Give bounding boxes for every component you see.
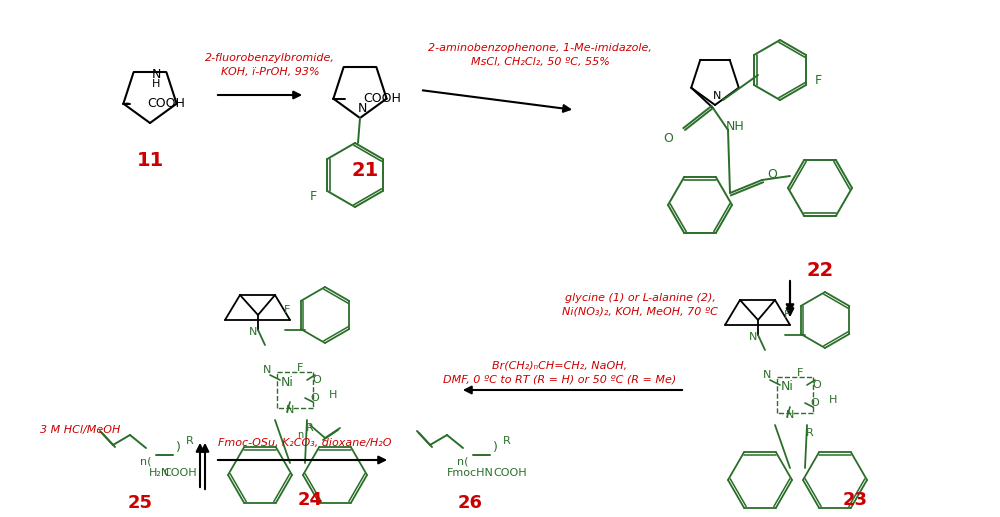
Text: Fmoc-OSu, K₂CO₃, dioxane/H₂O: Fmoc-OSu, K₂CO₃, dioxane/H₂O xyxy=(218,438,392,448)
Text: F: F xyxy=(309,190,317,204)
Text: n(: n( xyxy=(457,456,469,466)
Text: O: O xyxy=(663,131,673,144)
Text: N: N xyxy=(713,91,721,101)
Text: COOH: COOH xyxy=(147,97,185,110)
Text: n: n xyxy=(297,430,303,440)
Text: COOH: COOH xyxy=(363,92,401,105)
Text: F: F xyxy=(797,368,803,378)
Text: 22: 22 xyxy=(806,261,834,280)
Text: F: F xyxy=(784,310,790,320)
Text: O: O xyxy=(311,393,319,403)
Text: 25: 25 xyxy=(128,494,152,512)
Text: ): ) xyxy=(493,442,497,454)
Text: R: R xyxy=(306,423,314,433)
Text: O: O xyxy=(767,169,777,181)
Text: N: N xyxy=(763,370,771,380)
Text: N: N xyxy=(786,410,794,420)
Text: 2-fluorobenzylbromide,: 2-fluorobenzylbromide, xyxy=(205,53,335,63)
Text: 3 M HCl/MeOH: 3 M HCl/MeOH xyxy=(40,425,120,435)
Text: Ni: Ni xyxy=(281,375,293,388)
Text: R: R xyxy=(186,436,194,446)
Text: DMF, 0 ºC to RT (R = H) or 50 ºC (R = Me): DMF, 0 ºC to RT (R = H) or 50 ºC (R = Me… xyxy=(443,374,677,384)
Text: ): ) xyxy=(176,442,180,454)
Text: H₂N: H₂N xyxy=(149,468,171,478)
Text: FmocHN: FmocHN xyxy=(447,468,493,478)
Text: N: N xyxy=(286,405,294,415)
Text: F: F xyxy=(297,363,303,373)
Text: 2-aminobenzophenone, 1-Me-imidazole,: 2-aminobenzophenone, 1-Me-imidazole, xyxy=(428,43,652,53)
Text: O: O xyxy=(313,375,321,385)
Text: R: R xyxy=(806,428,814,438)
Text: Ni: Ni xyxy=(781,381,793,393)
Text: N: N xyxy=(263,365,271,375)
Text: 26: 26 xyxy=(458,494,482,512)
Text: R: R xyxy=(503,436,511,446)
Text: n(: n( xyxy=(140,456,152,466)
Text: 21: 21 xyxy=(351,160,379,179)
Text: O: O xyxy=(813,380,821,390)
Text: N: N xyxy=(249,327,257,337)
Text: O: O xyxy=(811,398,819,408)
Text: NH: NH xyxy=(726,119,744,132)
Text: MsCl, CH₂Cl₂, 50 ºC, 55%: MsCl, CH₂Cl₂, 50 ºC, 55% xyxy=(471,57,609,67)
Text: Br(CH₂)ₙCH=CH₂, NaOH,: Br(CH₂)ₙCH=CH₂, NaOH, xyxy=(492,360,628,370)
Text: N: N xyxy=(749,332,757,342)
Text: N: N xyxy=(152,68,161,81)
Text: COOH: COOH xyxy=(163,468,197,478)
Text: H: H xyxy=(152,79,161,89)
Text: H: H xyxy=(829,395,837,405)
Text: N: N xyxy=(357,101,367,114)
Text: H: H xyxy=(329,390,337,400)
Text: F: F xyxy=(814,73,822,86)
Text: Ni(NO₃)₂, KOH, MeOH, 70 ºC: Ni(NO₃)₂, KOH, MeOH, 70 ºC xyxy=(562,307,718,317)
Text: COOH: COOH xyxy=(493,468,527,478)
Text: glycine (1) or L-alanine (2),: glycine (1) or L-alanine (2), xyxy=(565,293,715,303)
Text: F: F xyxy=(284,305,290,315)
Text: 24: 24 xyxy=(298,491,322,509)
Text: 11: 11 xyxy=(136,150,164,170)
Text: KOH, ï-PrOH, 93%: KOH, ï-PrOH, 93% xyxy=(221,67,319,77)
Text: 23: 23 xyxy=(842,491,868,509)
